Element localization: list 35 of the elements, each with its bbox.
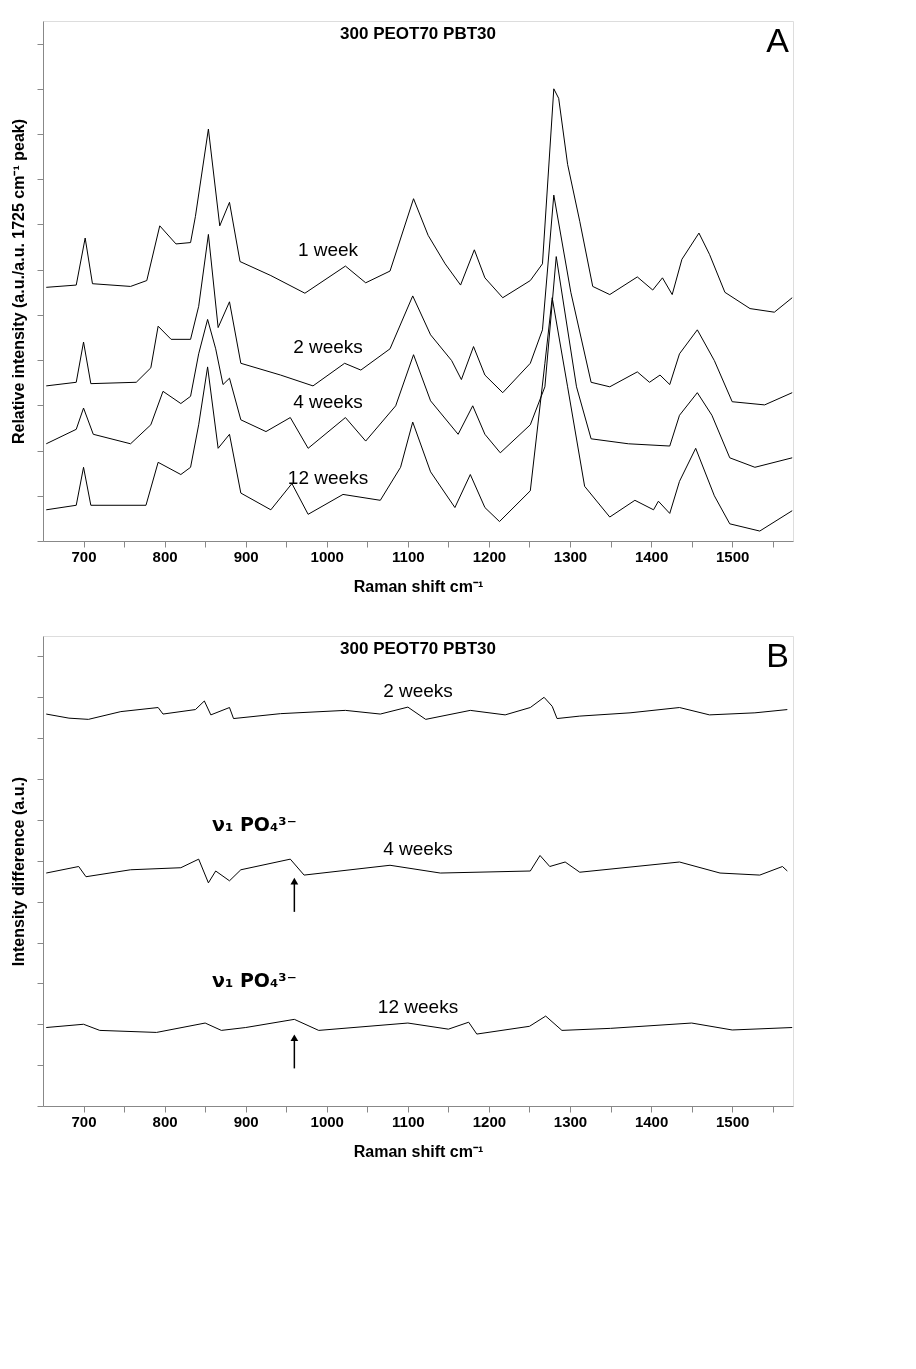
series-label: 12 weeks (287, 467, 369, 489)
x-tick-label: 1400 (634, 1112, 669, 1130)
series-label: 2 weeks (383, 680, 453, 702)
text: A (766, 21, 790, 59)
chart-title: 300 PEOT70 PBT30 (340, 24, 496, 43)
x-tick-label: 1500 (716, 1112, 750, 1130)
chart-title: 300 PEOT70 PBT30 (340, 639, 496, 658)
x-tick-label: 900 (233, 547, 259, 565)
x-tick-label: 1500 (716, 547, 750, 565)
series-label: 4 weeks (293, 390, 363, 412)
text: B (766, 636, 789, 674)
x-tick-label: 1400 (634, 547, 669, 565)
x-tick-label: 800 (152, 547, 178, 565)
x-tick-label: 1100 (392, 547, 425, 565)
x-tick-label: 700 (71, 1112, 97, 1130)
annotation: ν₁ PO₄³⁻ (212, 969, 297, 992)
series-label: 2 weeks (293, 336, 363, 358)
series-label: 12 weeks (377, 996, 459, 1018)
y-axis-title: Intensity difference (a.u.) (10, 776, 27, 967)
x-tick-label: 1300 (553, 1112, 588, 1130)
x-axis-title: Raman shift cm⁻¹ (353, 1142, 484, 1160)
x-tick-label: 1100 (392, 1112, 425, 1130)
x-tick-label: 800 (152, 1112, 178, 1130)
x-tick-label: 1200 (472, 547, 507, 565)
series-label: 4 weeks (383, 838, 453, 860)
annotation: ν₁ PO₄³⁻ (212, 812, 297, 835)
x-tick-label: 1000 (310, 1112, 344, 1130)
series-label: 1 week (297, 239, 359, 261)
y-axis-title: Relative intensity (a.u./a.u. 1725 cm⁻¹ peak) (10, 118, 27, 445)
x-axis-title: Raman shift cm⁻¹ (353, 577, 484, 595)
x-tick-label: 1300 (553, 547, 588, 565)
x-tick-label: 900 (233, 1112, 259, 1130)
x-tick-label: 1200 (472, 1112, 507, 1130)
x-tick-label: 700 (71, 547, 97, 565)
x-tick-label: 1000 (310, 547, 344, 565)
